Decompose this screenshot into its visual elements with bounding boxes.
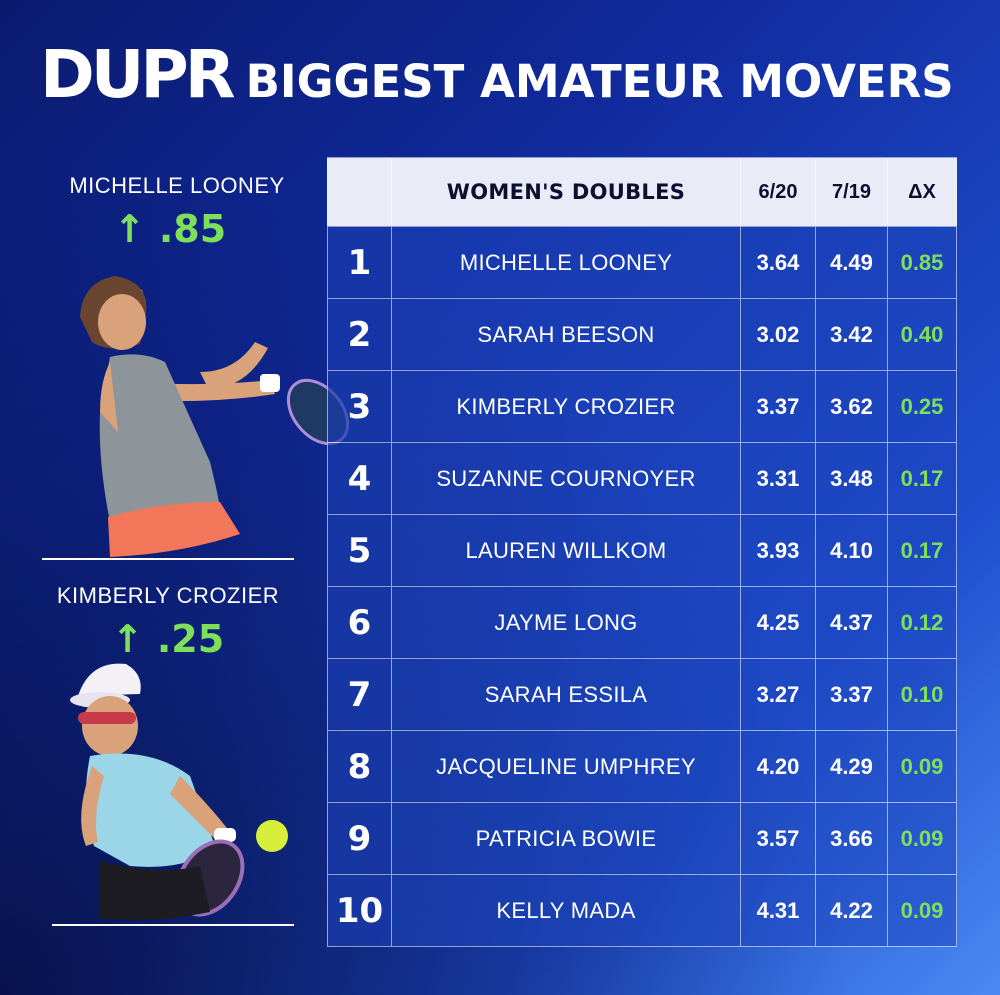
delta-cell: 0.17 xyxy=(887,443,957,514)
rank-cell: 7 xyxy=(327,659,391,730)
table-row: 2 SARAH BEESON 3.02 3.42 0.40 xyxy=(327,298,957,370)
player-name-cell: JACQUELINE UMPHREY xyxy=(391,731,740,802)
delta-cell: 0.17 xyxy=(887,515,957,586)
rating-end-cell: 3.37 xyxy=(815,659,887,730)
rating-start-cell: 3.64 xyxy=(740,227,815,298)
rating-start-cell: 4.31 xyxy=(740,875,815,946)
rank-cell: 4 xyxy=(327,443,391,514)
rank-cell: 1 xyxy=(327,227,391,298)
rating-start-cell: 3.02 xyxy=(740,299,815,370)
rating-end-cell: 4.49 xyxy=(815,227,887,298)
table-row: 5 LAUREN WILLKOM 3.93 4.10 0.17 xyxy=(327,514,957,586)
featured-name-1: MICHELLE LOONEY xyxy=(69,173,285,198)
rating-end-cell: 4.37 xyxy=(815,587,887,658)
player-name-cell: SARAH BEESON xyxy=(391,299,740,370)
header-date-start: 6/20 xyxy=(740,158,815,226)
header-delta: ΔX xyxy=(887,158,957,226)
featured-delta-value-2: .25 xyxy=(156,617,225,661)
table-row: 4 SUZANNE COURNOYER 3.31 3.48 0.17 xyxy=(327,442,957,514)
rank-cell: 3 xyxy=(327,371,391,442)
header-category: WOMEN'S DOUBLES xyxy=(391,158,740,226)
delta-cell: 0.10 xyxy=(887,659,957,730)
photo-divider-1 xyxy=(42,558,294,560)
rating-start-cell: 3.31 xyxy=(740,443,815,514)
rating-end-cell: 3.66 xyxy=(815,803,887,874)
table-row: 1 MICHELLE LOONEY 3.64 4.49 0.85 xyxy=(327,226,957,298)
rating-end-cell: 4.10 xyxy=(815,515,887,586)
featured-delta-value-1: .85 xyxy=(158,207,227,251)
rating-start-cell: 3.27 xyxy=(740,659,815,730)
player-name-cell: KIMBERLY CROZIER xyxy=(391,371,740,442)
player-name-cell: LAUREN WILLKOM xyxy=(391,515,740,586)
up-arrow-icon: ↑ xyxy=(111,617,144,661)
delta-cell: 0.09 xyxy=(887,803,957,874)
player-photo-kimberly-crozier xyxy=(70,663,288,920)
header-rank xyxy=(327,158,391,226)
rank-cell: 2 xyxy=(327,299,391,370)
featured-delta-2: ↑ .25 xyxy=(18,617,318,661)
table-row: 7 SARAH ESSILA 3.27 3.37 0.10 xyxy=(327,658,957,730)
player-name-cell: MICHELLE LOONEY xyxy=(391,227,740,298)
delta-cell: 0.09 xyxy=(887,875,957,946)
rating-end-cell: 3.48 xyxy=(815,443,887,514)
page-title: DUPR BIGGEST AMATEUR MOVERS xyxy=(40,42,954,122)
table-row: 10 KELLY MADA 4.31 4.22 0.09 xyxy=(327,874,957,947)
player-name-cell: KELLY MADA xyxy=(391,875,740,946)
rank-cell: 10 xyxy=(327,875,391,946)
brand-logo: DUPR xyxy=(40,36,236,113)
featured-name-2: KIMBERLY CROZIER xyxy=(56,583,280,608)
table-row: 6 JAYME LONG 4.25 4.37 0.12 xyxy=(327,586,957,658)
table-row: 8 JACQUELINE UMPHREY 4.20 4.29 0.09 xyxy=(327,730,957,802)
featured-delta-1: ↑ .85 xyxy=(20,207,320,251)
rating-end-cell: 3.42 xyxy=(815,299,887,370)
rating-start-cell: 3.37 xyxy=(740,371,815,442)
rating-start-cell: 3.93 xyxy=(740,515,815,586)
table-row: 3 KIMBERLY CROZIER 3.37 3.62 0.25 xyxy=(327,370,957,442)
header-date-end: 7/19 xyxy=(815,158,887,226)
page-subtitle: BIGGEST AMATEUR MOVERS xyxy=(245,55,954,108)
rank-cell: 5 xyxy=(327,515,391,586)
photo-divider-2 xyxy=(52,924,294,926)
rankings-table: WOMEN'S DOUBLES 6/20 7/19 ΔX 1 MICHELLE L… xyxy=(327,157,957,947)
delta-cell: 0.85 xyxy=(887,227,957,298)
player-name-cell: JAYME LONG xyxy=(391,587,740,658)
up-arrow-icon: ↑ xyxy=(113,207,146,251)
rating-start-cell: 4.20 xyxy=(740,731,815,802)
table-row: 9 PATRICIA BOWIE 3.57 3.66 0.09 xyxy=(327,802,957,874)
player-name-cell: SARAH ESSILA xyxy=(391,659,740,730)
delta-cell: 0.12 xyxy=(887,587,957,658)
rating-end-cell: 4.22 xyxy=(815,875,887,946)
rank-cell: 9 xyxy=(327,803,391,874)
player-photo-michelle-looney xyxy=(80,276,350,557)
rank-cell: 8 xyxy=(327,731,391,802)
rating-start-cell: 4.25 xyxy=(740,587,815,658)
rating-end-cell: 3.62 xyxy=(815,371,887,442)
player-name-cell: SUZANNE COURNOYER xyxy=(391,443,740,514)
delta-cell: 0.09 xyxy=(887,731,957,802)
delta-cell: 0.25 xyxy=(887,371,957,442)
rating-end-cell: 4.29 xyxy=(815,731,887,802)
player-name-cell: PATRICIA BOWIE xyxy=(391,803,740,874)
delta-cell: 0.40 xyxy=(887,299,957,370)
rating-start-cell: 3.57 xyxy=(740,803,815,874)
rank-cell: 6 xyxy=(327,587,391,658)
table-header: WOMEN'S DOUBLES 6/20 7/19 ΔX xyxy=(327,157,957,226)
